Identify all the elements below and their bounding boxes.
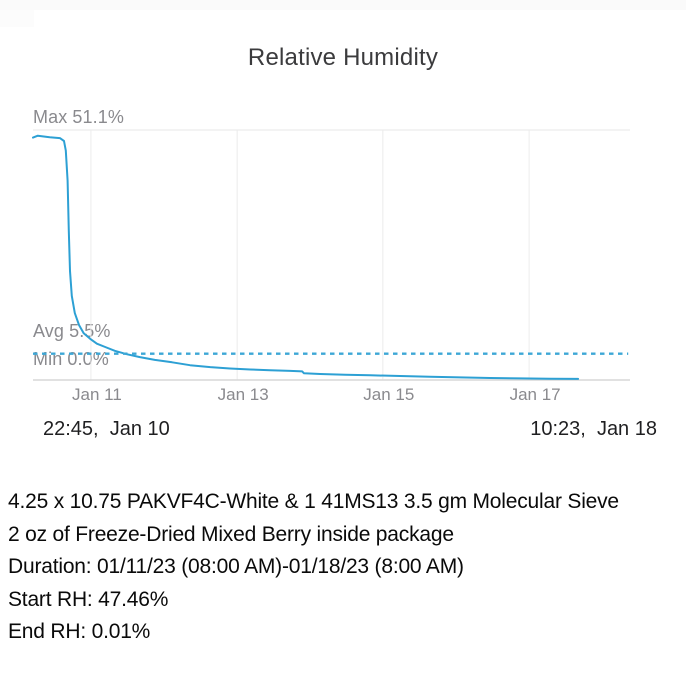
top-strip: [0, 0, 686, 10]
range-end-timestamp: 10:23, Jan 18: [530, 418, 657, 440]
max-stat-label: Max 51.1%: [33, 107, 124, 127]
details-line-duration: Duration: 01/11/23 (08:00 AM)-01/18/23 (…: [8, 555, 464, 578]
chart-plot[interactable]: [0, 100, 686, 445]
range-start-timestamp: 22:45, Jan 10: [43, 418, 170, 440]
details-line-contents: 2 oz of Freeze-Dried Mixed Berry inside …: [8, 522, 454, 546]
top-strip-corner: [0, 10, 34, 27]
humidity-line: [32, 134, 580, 380]
details-line-end-rh: End RH: 0.01%: [8, 620, 151, 643]
details-line-start-rh: Start RH: 47.46%: [8, 587, 169, 611]
page-title: Relative Humidity: [247, 44, 439, 71]
experiment-details: 4.25 x 10.75 PAKVF4C-White & 1 41MS13 3.…: [8, 486, 682, 649]
humidity-chart: Max 51.1% Avg 5.5% Min 0.0% Jan 11 Jan 13…: [0, 100, 686, 445]
details-line-package: 4.25 x 10.75 PAKVF4C-White & 1 41MS13 3.…: [8, 490, 619, 513]
